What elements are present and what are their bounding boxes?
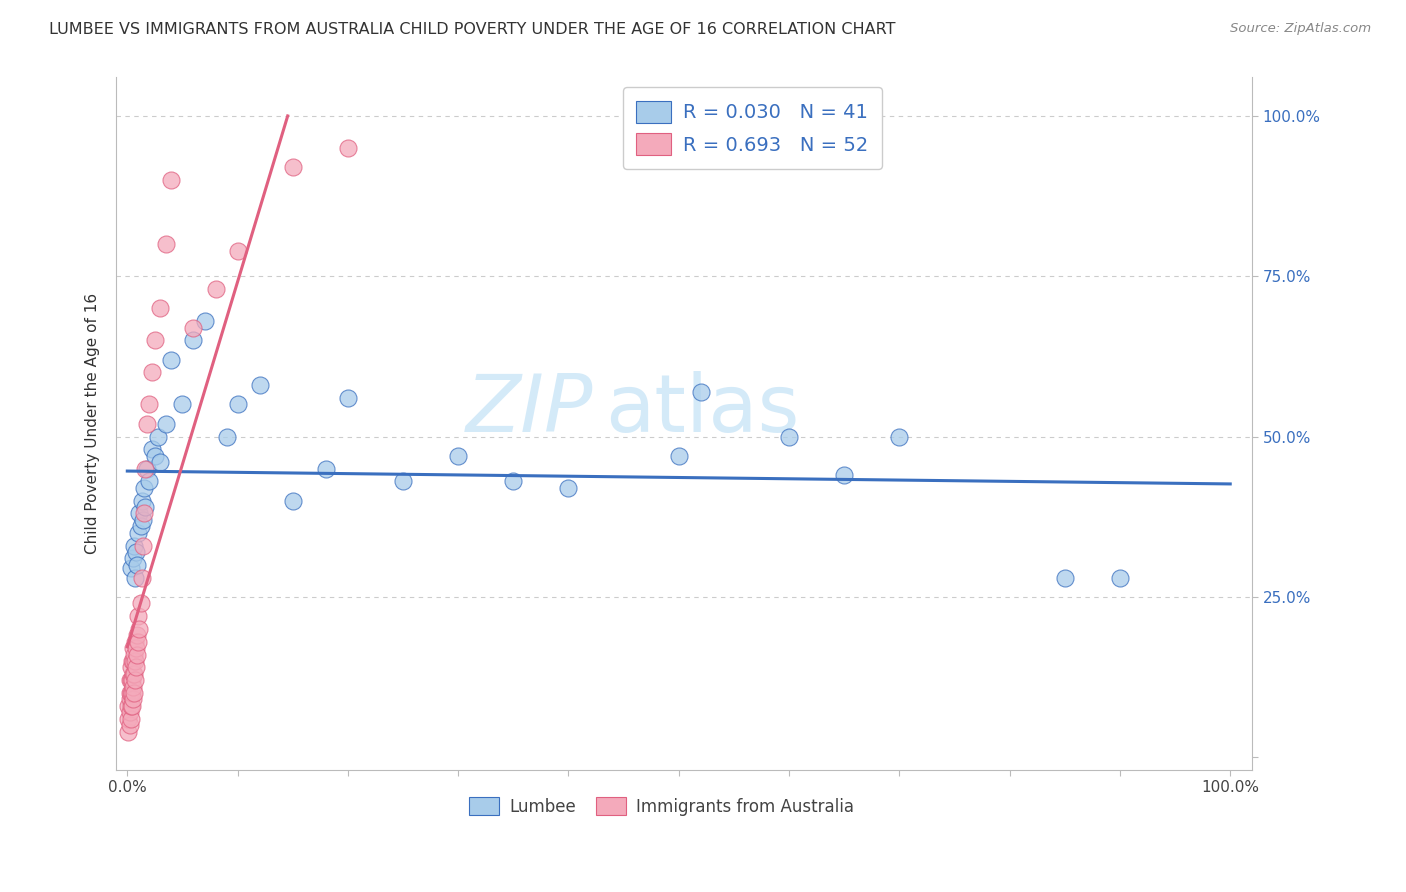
Point bbox=[121, 654, 143, 668]
Point bbox=[141, 442, 163, 457]
Text: LUMBEE VS IMMIGRANTS FROM AUSTRALIA CHILD POVERTY UNDER THE AGE OF 16 CORRELATIO: LUMBEE VS IMMIGRANTS FROM AUSTRALIA CHIL… bbox=[49, 22, 896, 37]
Point bbox=[121, 698, 143, 713]
Point bbox=[155, 237, 177, 252]
Point bbox=[668, 449, 690, 463]
Point bbox=[118, 718, 141, 732]
Point bbox=[117, 724, 139, 739]
Point bbox=[118, 692, 141, 706]
Point bbox=[125, 660, 148, 674]
Point bbox=[121, 680, 143, 694]
Point bbox=[121, 686, 143, 700]
Point bbox=[118, 673, 141, 688]
Point bbox=[557, 481, 579, 495]
Point bbox=[226, 244, 249, 258]
Point bbox=[832, 468, 855, 483]
Point bbox=[160, 173, 183, 187]
Point bbox=[129, 596, 152, 610]
Point bbox=[121, 654, 143, 668]
Point bbox=[121, 692, 143, 706]
Point bbox=[392, 475, 415, 489]
Point bbox=[120, 561, 142, 575]
Point bbox=[125, 641, 148, 656]
Point bbox=[121, 641, 143, 656]
Point bbox=[315, 461, 337, 475]
Point bbox=[336, 391, 359, 405]
Point bbox=[149, 301, 172, 316]
Point bbox=[143, 449, 166, 463]
Point bbox=[121, 673, 143, 688]
Point bbox=[204, 282, 226, 296]
Point bbox=[447, 449, 470, 463]
Point bbox=[778, 429, 800, 443]
Point bbox=[155, 417, 177, 431]
Text: atlas: atlas bbox=[605, 371, 799, 449]
Point bbox=[226, 397, 249, 411]
Text: ZIP: ZIP bbox=[465, 371, 593, 449]
Point bbox=[136, 461, 159, 475]
Point bbox=[122, 686, 145, 700]
Point bbox=[132, 513, 155, 527]
Point bbox=[120, 686, 142, 700]
Point bbox=[148, 429, 170, 443]
Point bbox=[127, 648, 149, 662]
Point bbox=[149, 455, 172, 469]
Point bbox=[183, 320, 205, 334]
Point bbox=[129, 519, 152, 533]
Point bbox=[281, 493, 304, 508]
Point bbox=[127, 525, 149, 540]
Point bbox=[132, 481, 155, 495]
Point bbox=[183, 334, 205, 348]
Point bbox=[138, 475, 160, 489]
Y-axis label: Child Poverty Under the Age of 16: Child Poverty Under the Age of 16 bbox=[86, 293, 100, 554]
Point bbox=[124, 654, 146, 668]
Legend: Lumbee, Immigrants from Australia: Lumbee, Immigrants from Australia bbox=[461, 789, 862, 824]
Point bbox=[193, 314, 215, 328]
Point bbox=[1109, 571, 1132, 585]
Point bbox=[117, 698, 139, 713]
Point bbox=[117, 712, 139, 726]
Point bbox=[124, 634, 146, 648]
Point bbox=[124, 673, 146, 688]
Point bbox=[502, 475, 524, 489]
Text: Source: ZipAtlas.com: Source: ZipAtlas.com bbox=[1230, 22, 1371, 36]
Point bbox=[249, 378, 271, 392]
Point bbox=[689, 384, 711, 399]
Point bbox=[215, 429, 238, 443]
Point bbox=[132, 507, 155, 521]
Point bbox=[118, 686, 141, 700]
Point bbox=[122, 648, 145, 662]
Point bbox=[1053, 571, 1076, 585]
Point bbox=[127, 558, 149, 572]
Point bbox=[160, 352, 183, 367]
Point bbox=[141, 366, 163, 380]
Point bbox=[122, 539, 145, 553]
Point bbox=[121, 666, 143, 681]
Point bbox=[281, 160, 304, 174]
Point bbox=[127, 628, 149, 642]
Point bbox=[131, 493, 153, 508]
Point bbox=[121, 551, 143, 566]
Point bbox=[124, 571, 146, 585]
Point bbox=[134, 500, 156, 514]
Point bbox=[120, 673, 142, 688]
Point bbox=[143, 334, 166, 348]
Point bbox=[132, 539, 155, 553]
Point bbox=[128, 622, 150, 636]
Point bbox=[138, 397, 160, 411]
Point bbox=[120, 698, 142, 713]
Point bbox=[127, 634, 149, 648]
Point bbox=[127, 609, 149, 624]
Point bbox=[136, 417, 159, 431]
Point bbox=[122, 666, 145, 681]
Point bbox=[120, 660, 142, 674]
Point bbox=[134, 461, 156, 475]
Point bbox=[118, 706, 141, 720]
Point bbox=[131, 571, 153, 585]
Point bbox=[172, 397, 194, 411]
Point bbox=[128, 507, 150, 521]
Point bbox=[336, 141, 359, 155]
Point bbox=[125, 545, 148, 559]
Point bbox=[120, 712, 142, 726]
Point bbox=[889, 429, 911, 443]
